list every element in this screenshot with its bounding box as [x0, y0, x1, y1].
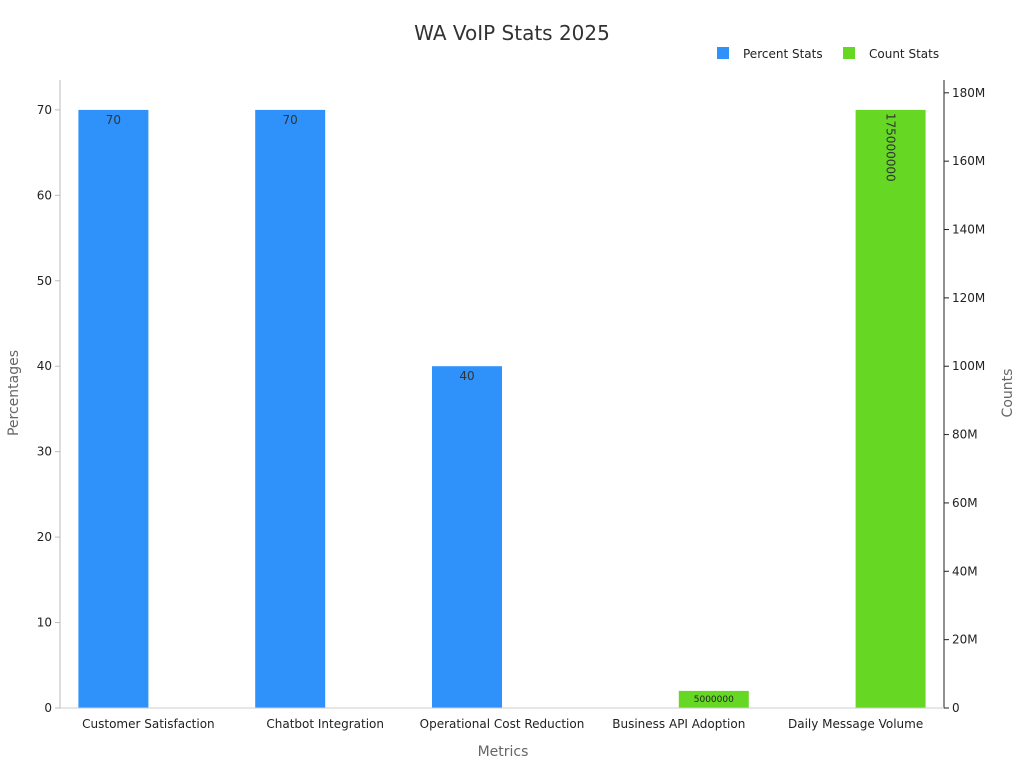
x-tick-label-1: Chatbot Integration [266, 717, 384, 731]
y-tick-label-right-0: 0 [952, 701, 960, 715]
x-tick-label-0: Customer Satisfaction [82, 717, 215, 731]
legend-swatch-count [843, 47, 855, 59]
y-tick-label-right-3: 60M [952, 496, 978, 510]
x-tick-label-4: Daily Message Volume [788, 717, 923, 731]
y-tick-label-right-1: 20M [952, 633, 978, 647]
y-tick-label-right-9: 180M [952, 86, 985, 100]
bar-count-3 [678, 690, 749, 708]
y-tick-label-left-4: 40 [37, 359, 52, 373]
legend-label-percent: Percent Stats [743, 47, 823, 61]
x-tick-label-3: Business API Adoption [612, 717, 745, 731]
y-tick-label-right-4: 80M [952, 428, 978, 442]
bar-percent-1 [255, 109, 326, 708]
x-axis-title: Metrics [478, 744, 529, 760]
axes: 0 10 20 30 40 50 60 70 0 20M 40M 60M 80M 100M 120M 140M… [37, 80, 985, 731]
chart-title: WA VoIP Stats 2025 [414, 21, 610, 45]
y-tick-label-left-6: 60 [37, 188, 52, 202]
y-tick-label-left-2: 20 [37, 530, 52, 544]
legend: Percent Stats Count Stats [717, 47, 939, 61]
x-tick-label-2: Operational Cost Reduction [420, 717, 585, 731]
y-tick-label-left-3: 30 [37, 445, 52, 459]
bar-label-percent-2: 40 [459, 369, 474, 383]
bar-label-percent-1: 70 [283, 113, 298, 127]
bar-count-4 [855, 109, 926, 708]
bar-percent-0 [78, 109, 149, 708]
y-tick-label-right-5: 100M [952, 359, 985, 373]
y-tick-label-right-7: 140M [952, 223, 985, 237]
legend-label-count: Count Stats [869, 47, 939, 61]
bar-percent-2 [432, 366, 502, 708]
y-tick-label-right-8: 160M [952, 154, 985, 168]
y-tick-label-left-0: 0 [44, 701, 52, 715]
y-tick-label-left-1: 10 [37, 616, 52, 630]
y-axis-title-left: Percentages [6, 350, 22, 436]
y-tick-label-right-2: 40M [952, 564, 978, 578]
y-tick-label-right-6: 120M [952, 291, 985, 305]
bar-label-count-4: 175000000 [884, 113, 898, 182]
bar-label-percent-0: 70 [106, 113, 121, 127]
y-axis-title-right: Counts [1000, 369, 1016, 418]
y-tick-label-left-5: 50 [37, 274, 52, 288]
legend-swatch-percent [717, 47, 729, 59]
bars: 70 70 40 5000000 175000000 [78, 109, 926, 708]
y-tick-label-left-7: 70 [37, 103, 52, 117]
bar-label-count-3: 5000000 [694, 695, 734, 705]
